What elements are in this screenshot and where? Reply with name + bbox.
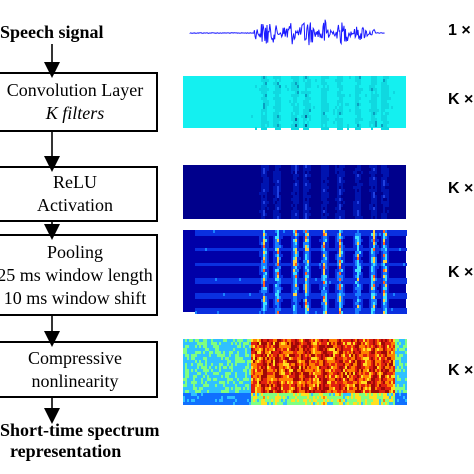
convolution-output-heatmap	[183, 76, 406, 130]
convolution-layer-line-1: Convolution Layer	[6, 80, 144, 100]
convolution-layer-box: Convolution Layer K filters	[0, 72, 158, 132]
output-label-line-1: Short-time spectrum	[0, 420, 160, 440]
dimension-label-relu: K ×	[448, 180, 474, 197]
pooling-output-heatmap	[183, 230, 407, 314]
relu-line-1: ReLU	[53, 172, 97, 192]
dimension-label-pool: K ×	[448, 264, 474, 281]
compressive-line-1: Compressive	[28, 347, 122, 368]
pooling-line-3: 10 ms window shift	[3, 287, 147, 308]
dimension-label-conv: K ×	[448, 91, 474, 108]
dimension-label-comp: K ×	[448, 362, 474, 379]
pooling-box: Pooling 25 ms window length 10 ms window…	[0, 234, 158, 316]
pooling-line-2: 25 ms window length	[0, 264, 153, 285]
compressive-line-2: nonlinearity	[31, 370, 119, 391]
convolution-layer-line-2: K filters	[45, 103, 105, 123]
compressive-output-heatmap	[183, 339, 407, 405]
relu-output-heatmap	[183, 165, 406, 219]
relu-activation-box: ReLU Activation	[0, 166, 158, 222]
input-label: Speech signal	[0, 22, 104, 42]
speech-waveform	[189, 19, 385, 46]
dimension-label-input: 1 ×	[448, 22, 471, 39]
pooling-line-1: Pooling	[46, 241, 103, 262]
output-label-line-2: representation	[10, 441, 122, 461]
compressive-nonlinearity-box: Compressive nonlinearity	[0, 341, 158, 398]
relu-line-2: Activation	[37, 195, 113, 215]
